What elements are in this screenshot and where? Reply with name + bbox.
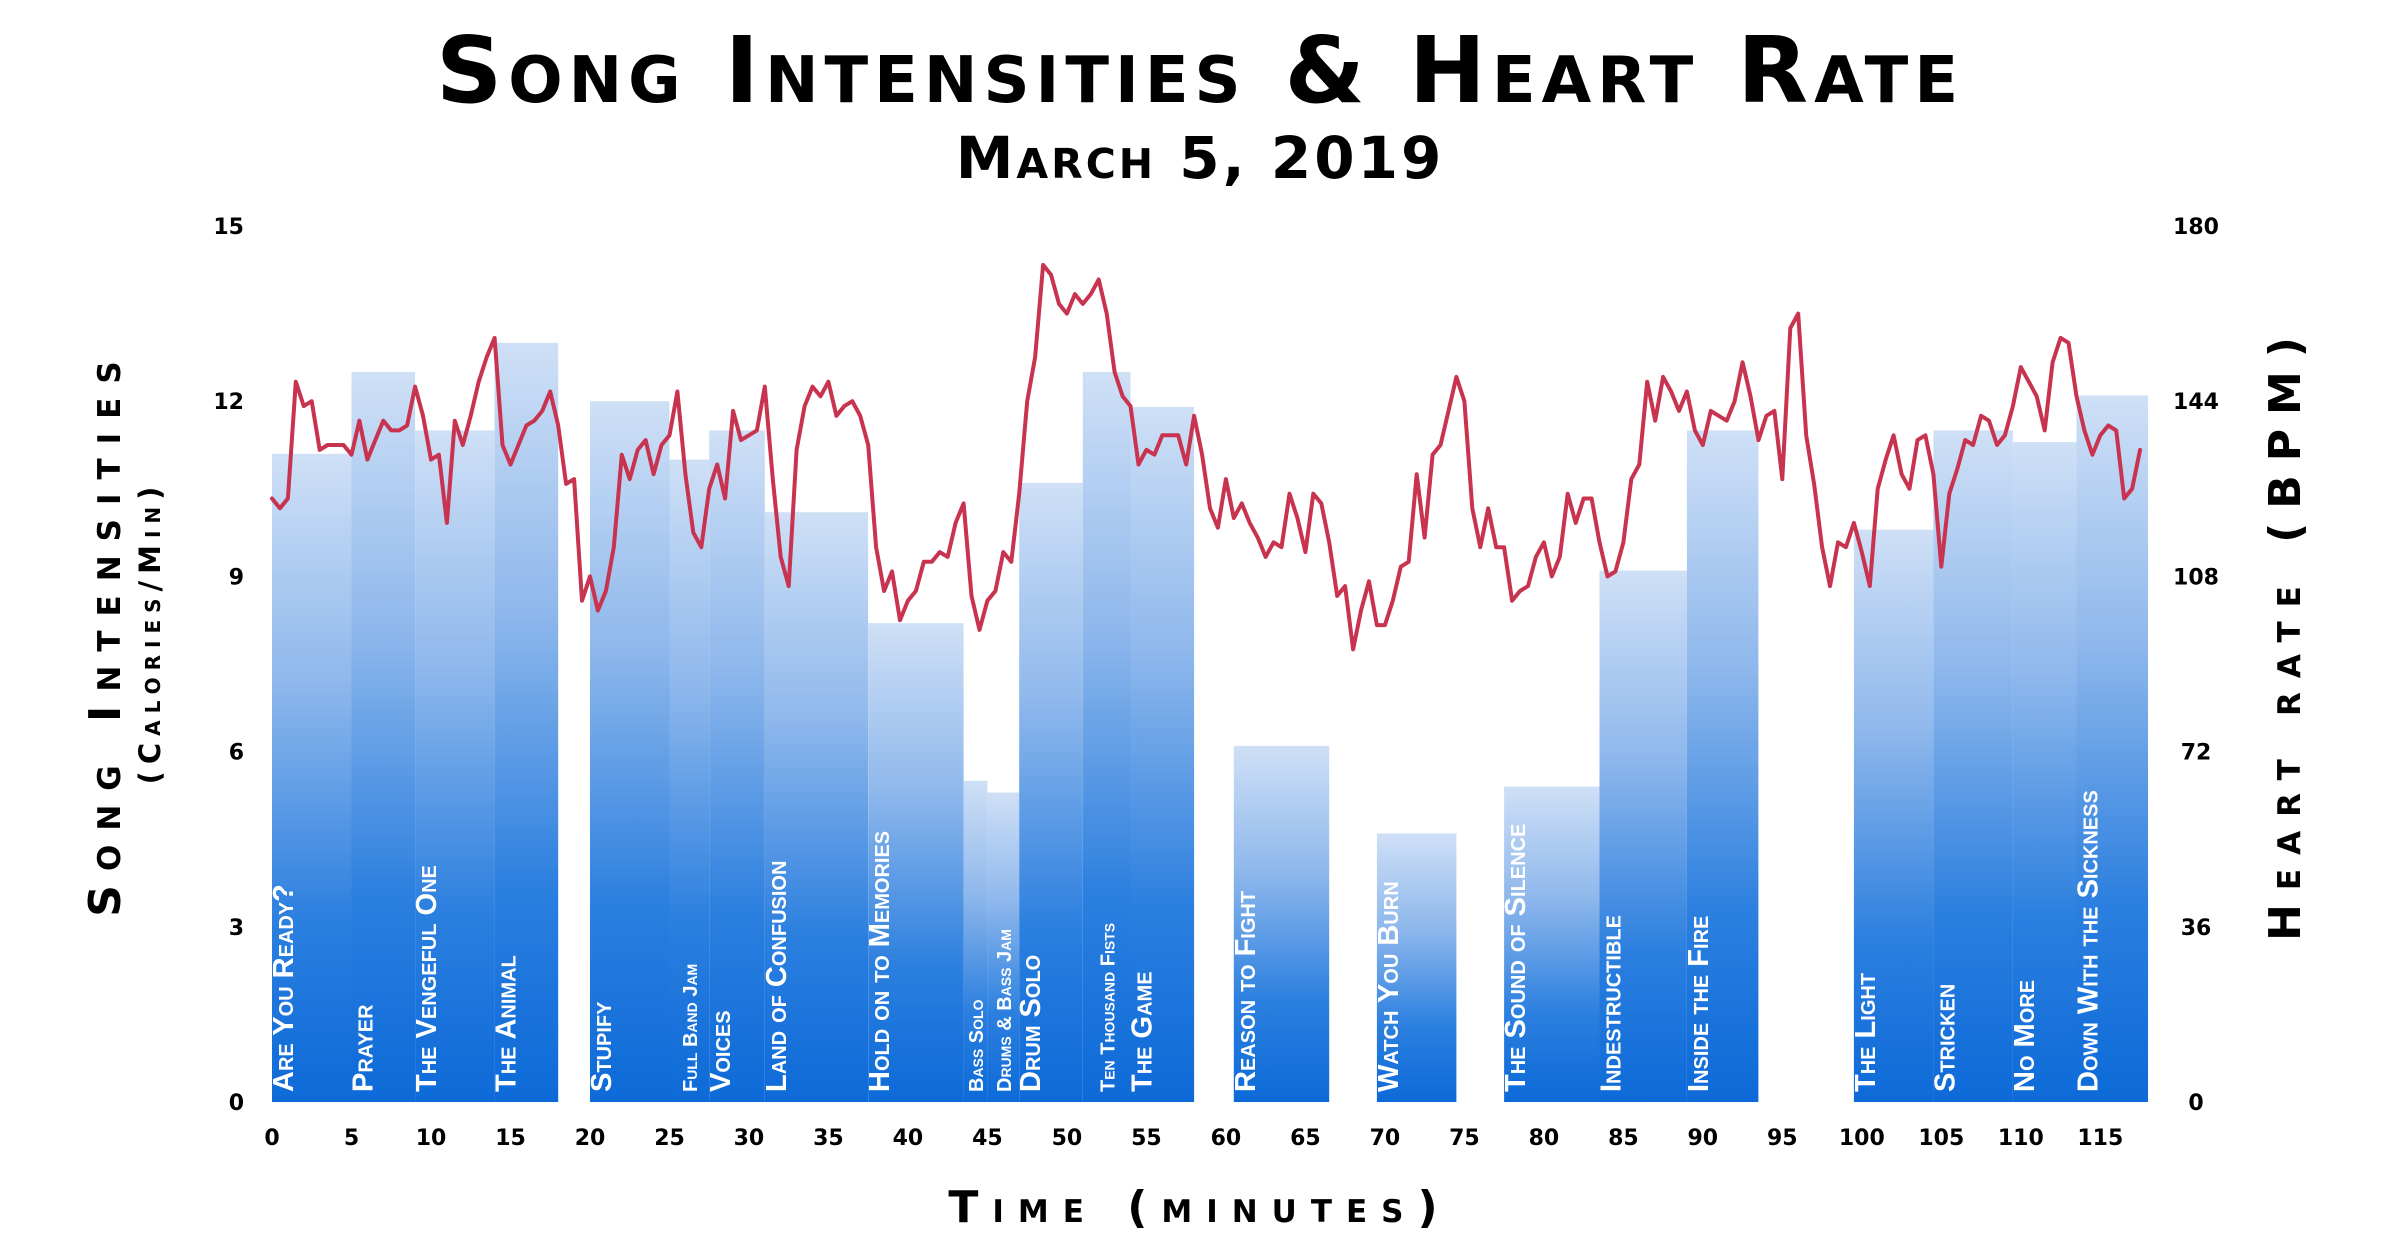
bar-20 [1853,529,1934,1102]
x-tick-5: 5 [344,1126,359,1151]
song-label-10: Bass Solo [966,999,988,1092]
song-label-19: Inside the Fire [1683,916,1715,1092]
song-label-15: Reason to Fight [1230,891,1262,1092]
bar-4 [494,342,559,1102]
song-label-22: No More [2009,980,2041,1092]
x-tick-30: 30 [734,1126,765,1151]
song-label-21: Stricken [1929,984,1961,1092]
y-tick-0: 0 [229,1091,244,1116]
y2-axis-label: Heart rate (BPM) [2260,323,2311,941]
x-tick-35: 35 [813,1126,844,1151]
x-tick-105: 105 [1918,1126,1964,1151]
song-label-2: Prayer [348,1004,380,1092]
x-tick-10: 10 [416,1126,447,1151]
x-tick-65: 65 [1290,1126,1321,1151]
bar-7 [709,430,765,1102]
y-tick-6: 6 [229,741,244,766]
bar-22 [2012,442,2077,1103]
y2-tick-180: 180 [2173,215,2219,240]
x-tick-110: 110 [1998,1126,2044,1151]
song-label-18: Indestructible [1596,915,1628,1092]
bar-17 [1504,786,1600,1102]
bars-layer [272,342,2148,1103]
bar-19 [1686,430,1759,1102]
x-tick-25: 25 [654,1126,685,1151]
song-label-7: Voices [705,1010,737,1092]
x-axis-label: Time (minutes) [948,1182,1451,1233]
song-label-12: Drum Solo [1015,955,1047,1092]
song-label-1: Are You Ready? [268,884,300,1092]
bar-14 [1130,407,1195,1102]
song-label-16: Watch You Burn [1373,881,1405,1092]
x-tick-85: 85 [1608,1126,1639,1151]
song-label-17: The Sound of Silence [1500,824,1532,1092]
chart-title: Song Intensities & Heart Rate [436,17,1964,124]
song-label-8: Land of Confusion [761,861,793,1092]
y2-axis-ticks: 0 36 72 108 144 180 [2173,215,2219,1116]
y-axis-sublabel: (Calories/Min) [133,480,167,785]
x-tick-40: 40 [893,1126,924,1151]
song-label-5: Stupify [586,1001,618,1092]
x-tick-45: 45 [972,1126,1003,1151]
song-label-14: The Game [1127,971,1159,1092]
x-tick-60: 60 [1211,1126,1242,1151]
x-axis-ticks: 0 5 10 15 20 25 30 35 40 45 50 55 60 65 70 75 80 85 90 95 10… [264,1126,2123,1151]
y2-tick-72: 72 [2181,741,2212,766]
x-tick-70: 70 [1370,1126,1401,1151]
bar-2 [351,372,416,1102]
bar-13 [1082,372,1131,1102]
song-label-11: Drums & Bass Jam [994,929,1016,1092]
x-tick-15: 15 [495,1126,526,1151]
x-tick-90: 90 [1687,1126,1718,1151]
y2-tick-36: 36 [2181,916,2212,941]
bar-21 [1933,430,2013,1102]
bar-12 [1019,483,1083,1102]
song-label-20: The Light [1850,973,1882,1092]
y-tick-12: 12 [213,390,244,415]
y-tick-3: 3 [229,916,244,941]
x-tick-115: 115 [2077,1126,2123,1151]
bar-6 [669,459,710,1103]
chart-subtitle: March 5, 2019 [956,124,1445,192]
song-label-3: The Vengeful One [411,865,443,1092]
bar-8 [764,512,869,1102]
x-tick-95: 95 [1767,1126,1798,1151]
y2-tick-0: 0 [2188,1091,2203,1116]
bar-3 [415,430,495,1102]
song-labels-layer: Are You Ready? Prayer The Vengeful One The … [268,790,2105,1092]
bar-10 [963,780,988,1102]
song-label-23: Down With the Sickness [2073,790,2105,1092]
bar-11 [987,792,1020,1102]
y-tick-9: 9 [229,565,244,590]
bar-15 [1233,745,1330,1102]
y-axis-label: Song Intensities [80,347,131,916]
heart-rate-layer [270,262,2143,652]
bar-16 [1376,833,1457,1102]
y-tick-15: 15 [213,215,244,240]
x-tick-50: 50 [1052,1126,1083,1151]
x-tick-55: 55 [1131,1126,1162,1151]
x-tick-100: 100 [1839,1126,1885,1151]
x-tick-20: 20 [575,1126,606,1151]
x-tick-75: 75 [1449,1126,1480,1151]
song-label-6: Full Band Jam [680,964,702,1092]
y2-tick-108: 108 [2173,565,2219,590]
bar-5 [590,401,670,1102]
x-tick-80: 80 [1529,1126,1560,1151]
heart-rate-line [270,262,2143,652]
bar-23 [2076,395,2148,1102]
bar-18 [1599,570,1687,1102]
song-label-9: Hold on to Memories [864,831,896,1092]
bar-9 [868,623,964,1102]
song-label-13: Ten Thousand Fists [1097,923,1119,1092]
y-axis-ticks: 0 3 6 9 12 15 [213,215,244,1116]
y2-tick-144: 144 [2173,390,2219,415]
song-label-4: The Animal [491,955,523,1092]
bar-1 [272,453,352,1102]
x-tick-0: 0 [264,1126,279,1151]
